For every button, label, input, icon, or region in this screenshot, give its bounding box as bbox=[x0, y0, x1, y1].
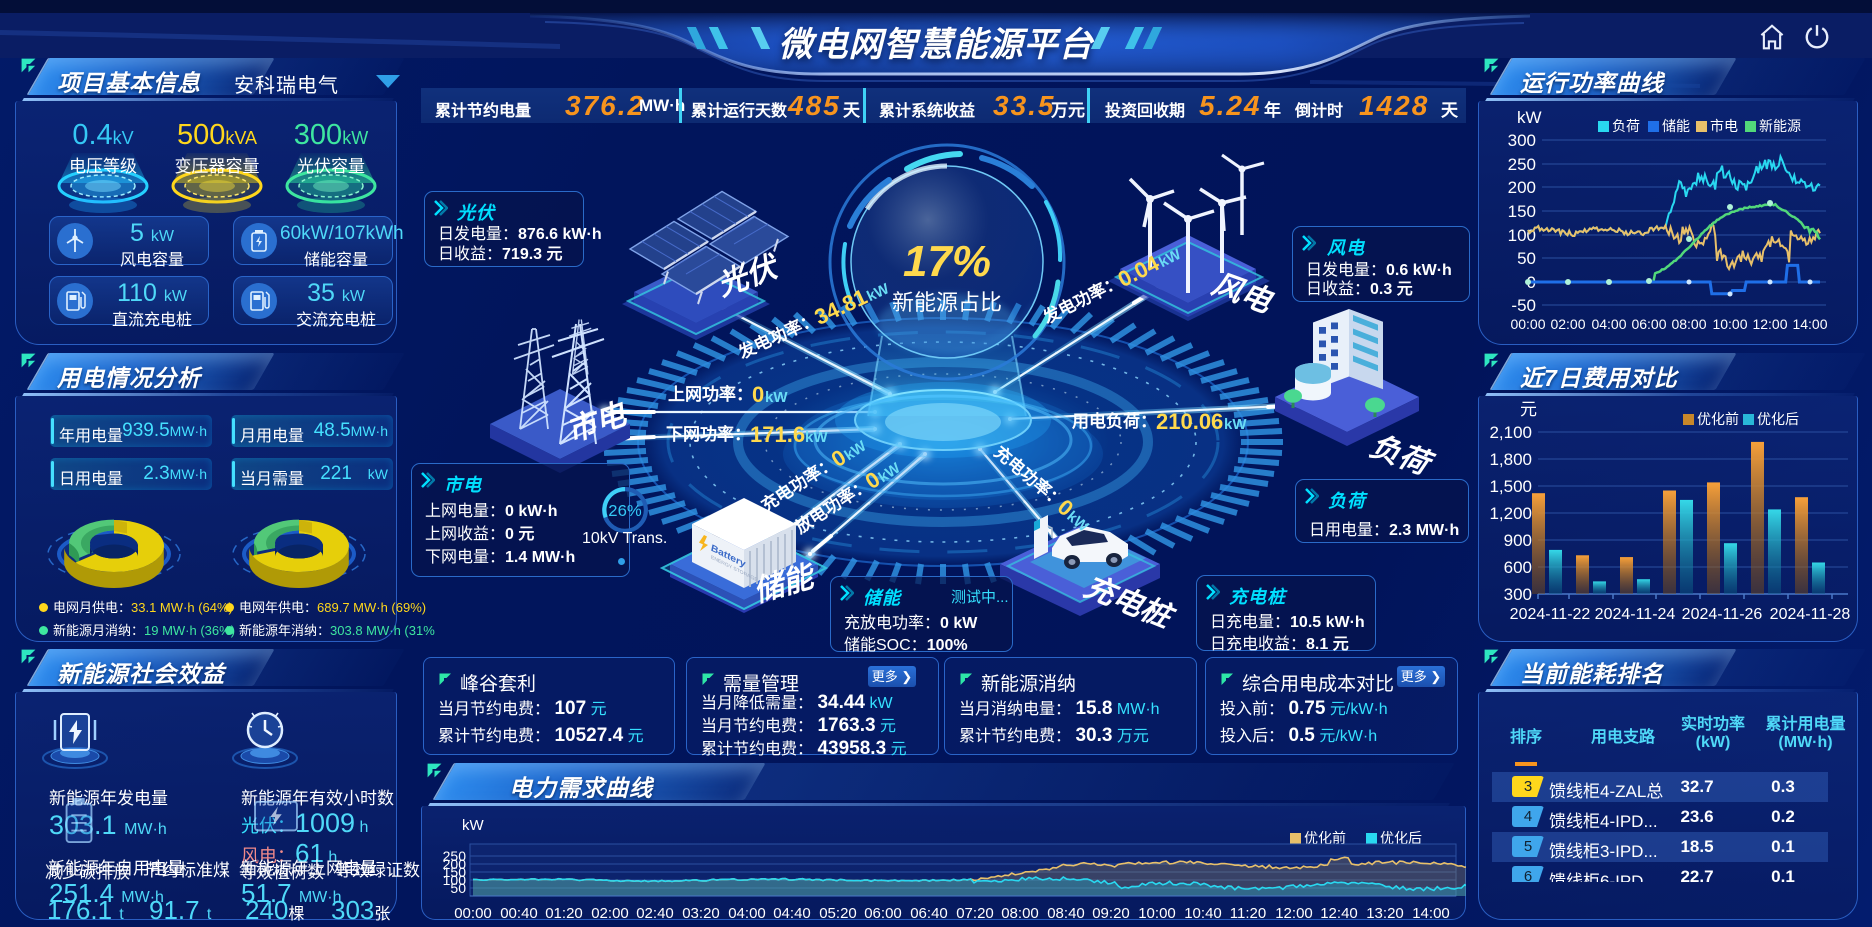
svg-text:200: 200 bbox=[1508, 178, 1536, 197]
svg-text:01:20: 01:20 bbox=[545, 905, 583, 920]
svg-text:02:40: 02:40 bbox=[636, 905, 674, 920]
svg-text:1,500: 1,500 bbox=[1489, 477, 1532, 496]
svg-text:负荷: 负荷 bbox=[1366, 430, 1438, 483]
svg-text:03:20: 03:20 bbox=[682, 905, 720, 920]
svg-text:14:00: 14:00 bbox=[1792, 316, 1827, 332]
svg-text:00:00: 00:00 bbox=[454, 905, 492, 920]
svg-text:250: 250 bbox=[1508, 155, 1536, 174]
svg-text:优化后: 优化后 bbox=[1380, 830, 1422, 846]
svg-text:用电负荷：: 用电负荷： bbox=[1072, 411, 1157, 431]
svg-text:50: 50 bbox=[1517, 249, 1536, 268]
svg-text:优化后: 优化后 bbox=[1757, 411, 1799, 427]
svg-text:1,200: 1,200 bbox=[1489, 504, 1532, 523]
svg-text:2024-11-28: 2024-11-28 bbox=[1770, 606, 1851, 623]
svg-text:100: 100 bbox=[443, 872, 467, 888]
svg-text:1,800: 1,800 bbox=[1489, 450, 1532, 469]
svg-text:下网功率：: 下网功率： bbox=[666, 424, 751, 444]
svg-text:-50: -50 bbox=[1511, 296, 1536, 315]
svg-text:13:20: 13:20 bbox=[1366, 905, 1404, 920]
svg-text:100: 100 bbox=[1508, 226, 1536, 245]
svg-text:150: 150 bbox=[443, 864, 467, 880]
svg-text:08:00: 08:00 bbox=[1671, 316, 1706, 332]
svg-text:kW: kW bbox=[1517, 108, 1542, 127]
svg-text:10:00: 10:00 bbox=[1712, 316, 1747, 332]
svg-text:150: 150 bbox=[1508, 202, 1536, 221]
svg-text:12:00: 12:00 bbox=[1752, 316, 1787, 332]
svg-text:06:40: 06:40 bbox=[910, 905, 948, 920]
svg-text:171.6: 171.6 bbox=[750, 422, 805, 447]
svg-text:300: 300 bbox=[1508, 131, 1536, 150]
svg-text:新能源: 新能源 bbox=[1759, 118, 1801, 134]
svg-text:2024-11-22: 2024-11-22 bbox=[1510, 606, 1591, 623]
svg-text:08:40: 08:40 bbox=[1047, 905, 1085, 920]
svg-text:新能源占比: 新能源占比 bbox=[892, 290, 1002, 315]
svg-text:600: 600 bbox=[1504, 558, 1532, 577]
svg-text:210.06: 210.06 bbox=[1156, 409, 1223, 434]
svg-text:26%: 26% bbox=[608, 501, 642, 520]
svg-text:元: 元 bbox=[1520, 400, 1537, 419]
svg-text:上网功率：: 上网功率： bbox=[668, 384, 753, 404]
svg-text:0: 0 bbox=[752, 382, 764, 407]
svg-text:市电: 市电 bbox=[1710, 118, 1738, 134]
svg-text:250: 250 bbox=[443, 848, 467, 864]
svg-text:风电: 风电 bbox=[1208, 268, 1278, 320]
svg-text:02:00: 02:00 bbox=[1550, 316, 1585, 332]
svg-text:300: 300 bbox=[1504, 585, 1532, 604]
svg-text:12:00: 12:00 bbox=[1275, 905, 1313, 920]
svg-text:负荷: 负荷 bbox=[1612, 118, 1640, 134]
svg-text:00:00: 00:00 bbox=[1510, 316, 1545, 332]
svg-text:12:40: 12:40 bbox=[1320, 905, 1358, 920]
svg-text:05:20: 05:20 bbox=[819, 905, 857, 920]
svg-text:kW: kW bbox=[765, 389, 788, 406]
svg-text:04:40: 04:40 bbox=[773, 905, 811, 920]
svg-text:2024-11-24: 2024-11-24 bbox=[1595, 606, 1676, 623]
svg-text:2024-11-26: 2024-11-26 bbox=[1682, 606, 1763, 623]
svg-text:200: 200 bbox=[443, 856, 467, 872]
svg-text:04:00: 04:00 bbox=[728, 905, 766, 920]
svg-text:kW: kW bbox=[805, 429, 828, 446]
svg-text:储能: 储能 bbox=[1662, 118, 1690, 134]
svg-text:04:00: 04:00 bbox=[1591, 316, 1626, 332]
svg-text:17%: 17% bbox=[903, 237, 991, 286]
svg-text:2,100: 2,100 bbox=[1489, 423, 1532, 442]
svg-text:900: 900 bbox=[1504, 531, 1532, 550]
svg-text:kW: kW bbox=[1224, 416, 1247, 433]
svg-text:00:40: 00:40 bbox=[500, 905, 538, 920]
svg-text:11:20: 11:20 bbox=[1230, 905, 1266, 920]
svg-text:06:00: 06:00 bbox=[864, 905, 902, 920]
svg-text:14:00: 14:00 bbox=[1412, 905, 1450, 920]
svg-text:优化前: 优化前 bbox=[1304, 830, 1346, 846]
svg-text:02:00: 02:00 bbox=[591, 905, 629, 920]
svg-text:kW: kW bbox=[462, 817, 485, 834]
svg-text:07:20: 07:20 bbox=[956, 905, 994, 920]
svg-text:10:00: 10:00 bbox=[1138, 905, 1176, 920]
svg-text:09:20: 09:20 bbox=[1092, 905, 1130, 920]
svg-text:10:40: 10:40 bbox=[1184, 905, 1222, 920]
svg-text:08:00: 08:00 bbox=[1001, 905, 1039, 920]
svg-text:50: 50 bbox=[450, 880, 466, 896]
svg-text:优化前: 优化前 bbox=[1697, 411, 1739, 427]
svg-text:06:00: 06:00 bbox=[1631, 316, 1666, 332]
